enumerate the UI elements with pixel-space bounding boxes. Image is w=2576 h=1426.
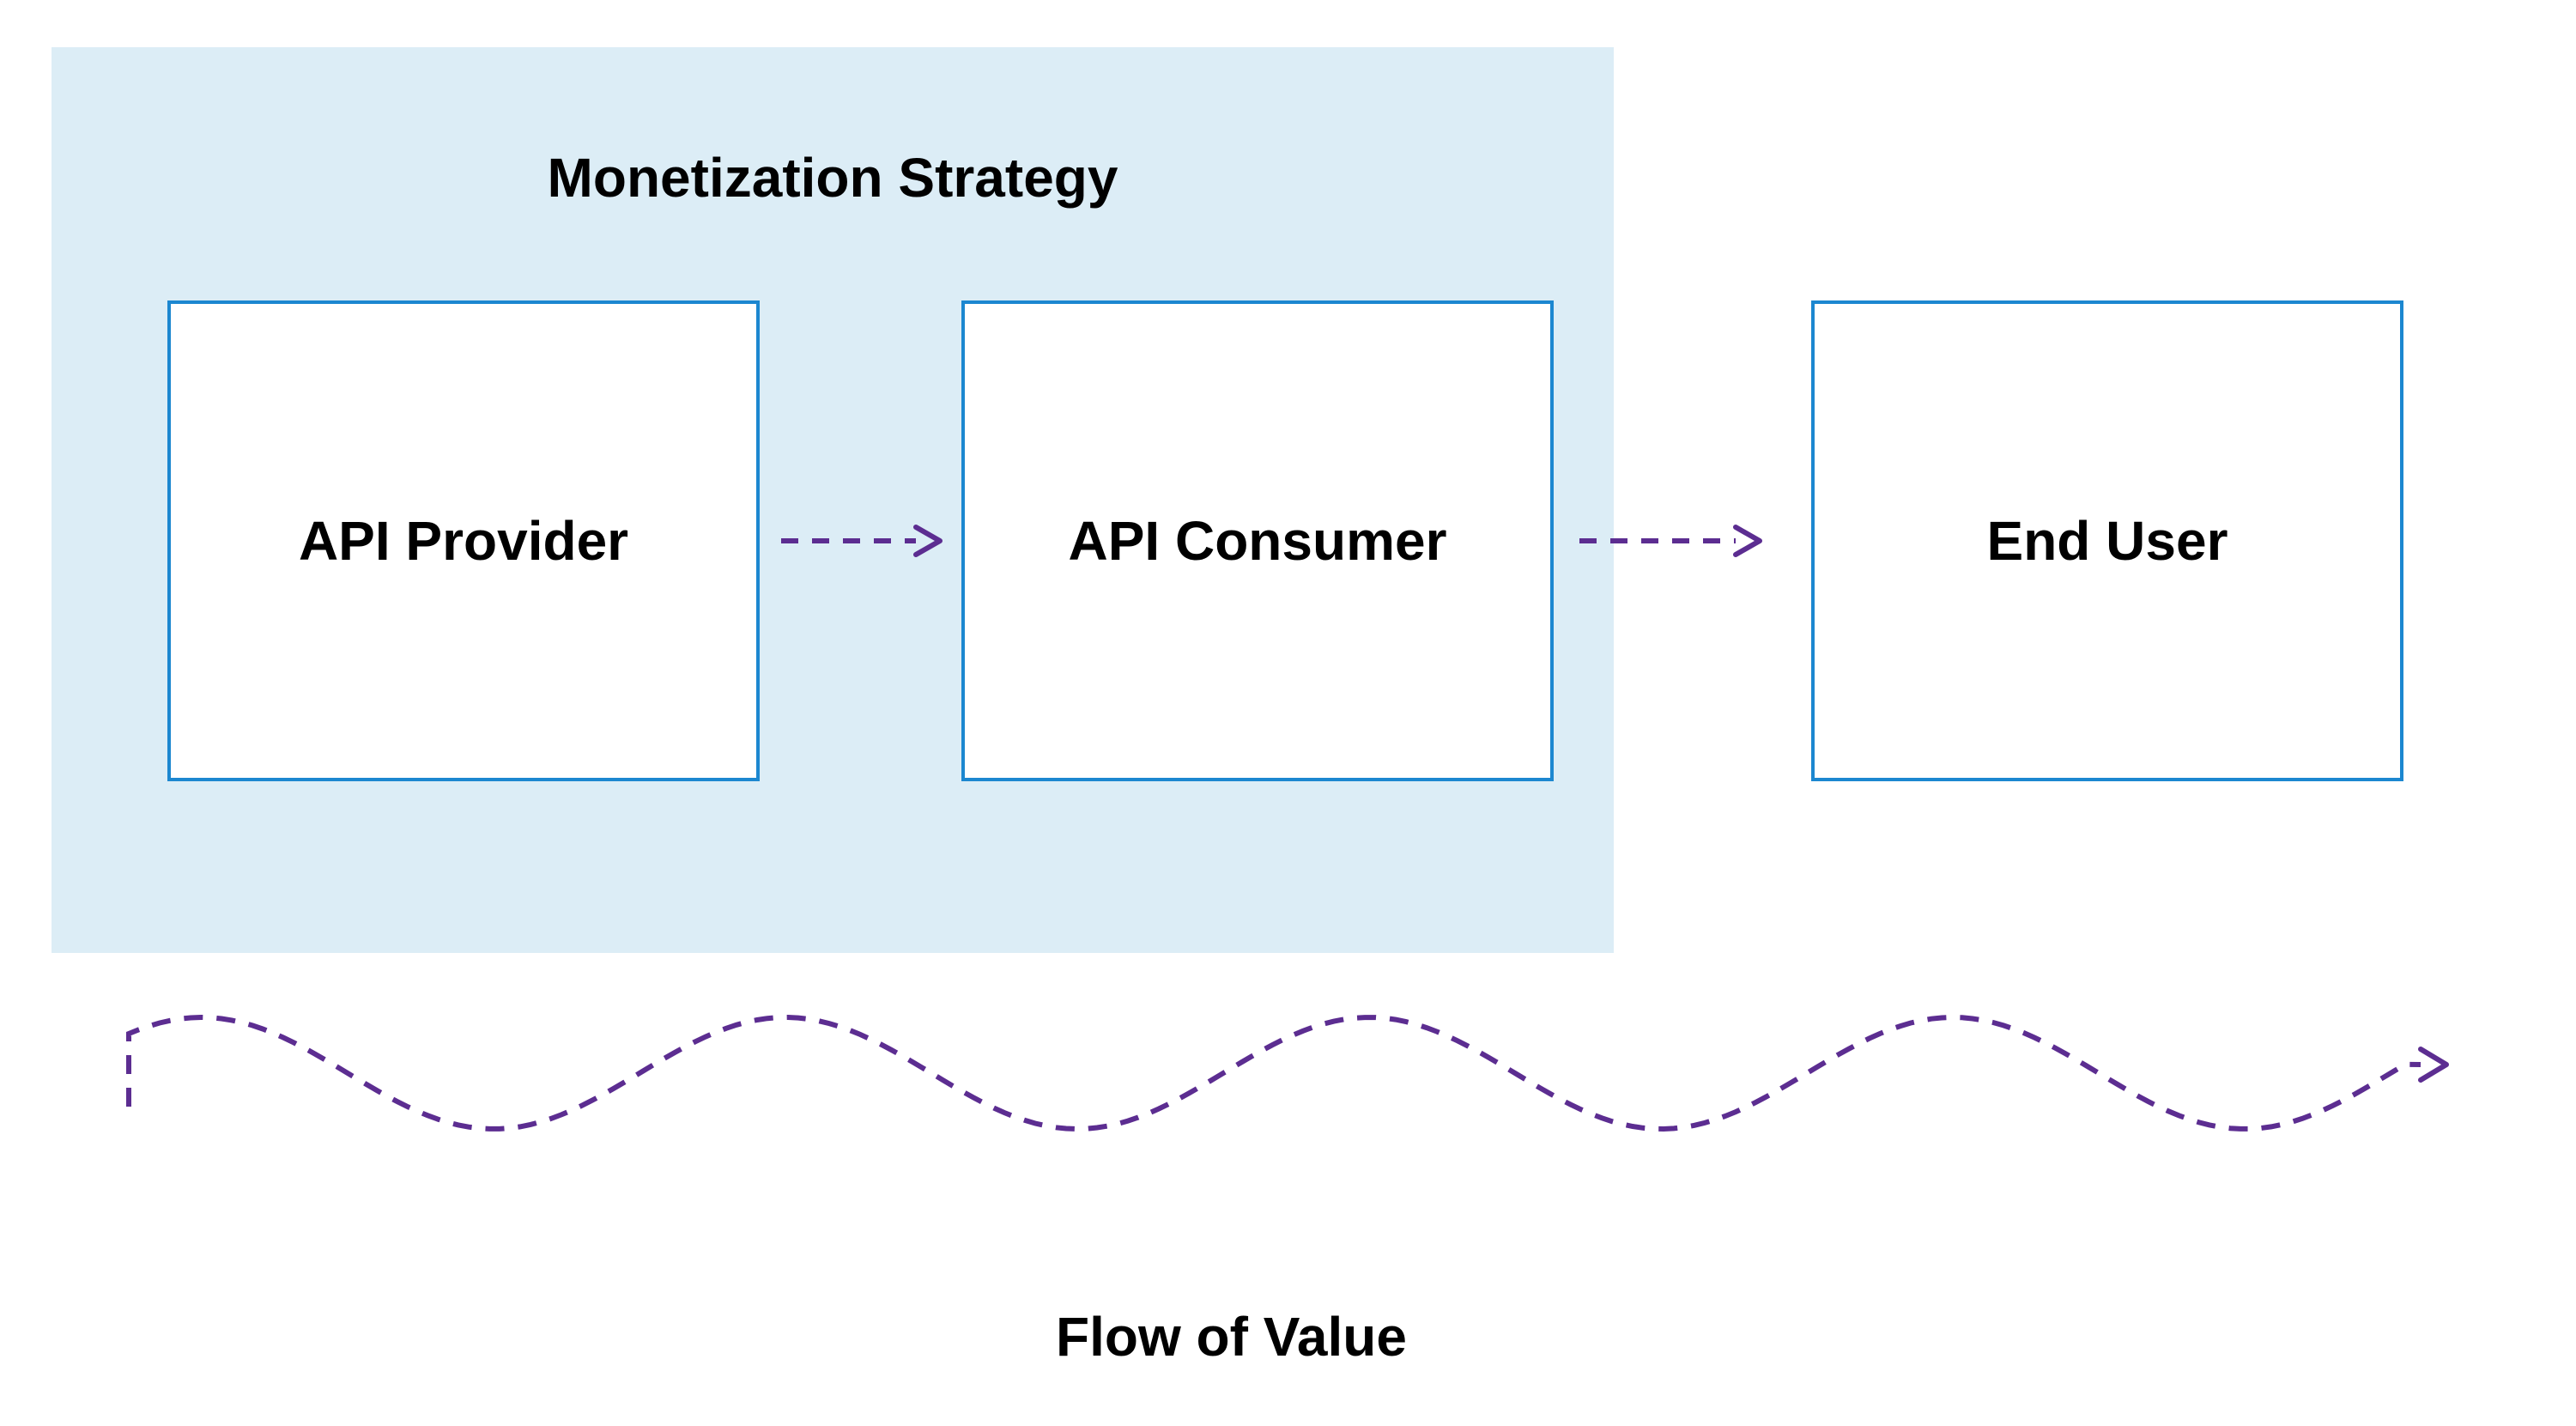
node-end-user: End User — [1811, 300, 2403, 781]
node-label-api-consumer: API Consumer — [1069, 509, 1447, 573]
flow-label: Flow of Value — [1056, 1305, 1407, 1368]
arrow-consumer-to-enduser — [1554, 515, 1785, 567]
node-label-end-user: End User — [1987, 509, 2228, 573]
node-api-provider: API Provider — [167, 300, 760, 781]
strategy-title: Monetization Strategy — [52, 146, 1614, 209]
node-api-consumer: API Consumer — [961, 300, 1554, 781]
flow-wave-arrow — [94, 983, 2481, 1163]
node-label-api-provider: API Provider — [299, 509, 628, 573]
arrow-provider-to-consumer — [755, 515, 966, 567]
